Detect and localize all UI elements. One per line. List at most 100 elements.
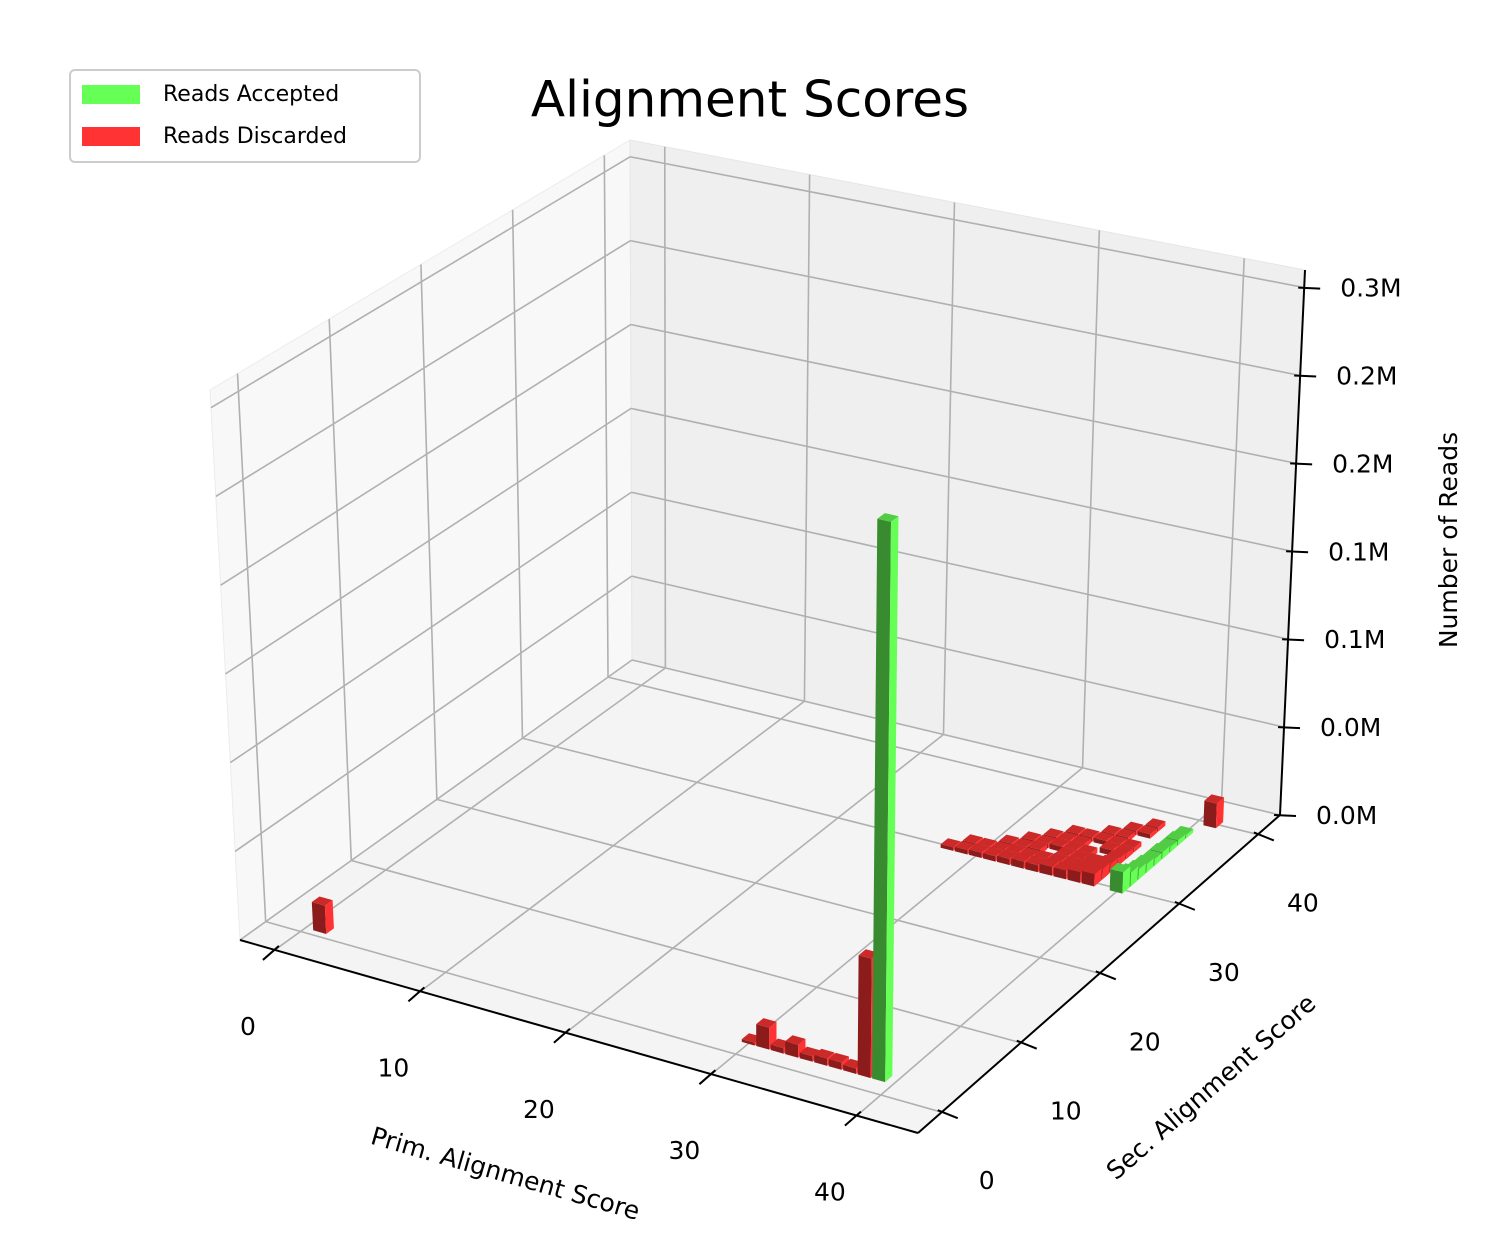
bar-top-face bbox=[799, 1046, 820, 1057]
bar-top-face bbox=[1204, 794, 1225, 804]
bar-top-face bbox=[968, 843, 989, 853]
y-tick-label: 20 bbox=[1129, 1027, 1161, 1056]
z-tick-label: 0.1M bbox=[1328, 537, 1389, 566]
legend-label: Reads Accepted bbox=[163, 82, 339, 107]
bar-side-face bbox=[1178, 834, 1186, 846]
x-tick bbox=[262, 945, 280, 961]
bar-top-face bbox=[991, 841, 1012, 851]
bar-front-face bbox=[814, 1054, 828, 1066]
bar-front-face bbox=[1093, 837, 1107, 846]
bar-top-face bbox=[983, 847, 1003, 857]
bar-front-face bbox=[799, 1052, 813, 1062]
legend-swatch bbox=[82, 127, 140, 146]
bar-top-face bbox=[1093, 831, 1114, 841]
bar-front-face bbox=[785, 1041, 799, 1058]
bar-top-face bbox=[977, 837, 997, 847]
z-tick-label: 0.0M bbox=[1316, 801, 1377, 830]
chart-title: Alignment Scores bbox=[531, 71, 969, 129]
bar bbox=[1109, 862, 1131, 894]
grid-line bbox=[663, 146, 667, 668]
bar-top-face bbox=[1063, 840, 1084, 851]
bar-top-face bbox=[1011, 852, 1032, 862]
bar-front-face bbox=[311, 902, 327, 934]
bar-top-face bbox=[877, 513, 899, 522]
bar-top-face bbox=[1137, 825, 1158, 835]
y-tick bbox=[1095, 970, 1117, 981]
y-tick bbox=[1174, 900, 1196, 911]
bar-side-face bbox=[1122, 866, 1131, 894]
bar-front-face bbox=[1011, 858, 1024, 869]
bar-top-face bbox=[1099, 841, 1120, 851]
bar-top-face bbox=[828, 1052, 849, 1063]
z-tick-label: 0.0M bbox=[1320, 713, 1381, 742]
grid-line bbox=[631, 659, 1281, 816]
bar-top-face bbox=[940, 838, 961, 848]
bar-top-face bbox=[1033, 850, 1054, 860]
legend: Reads Accepted Reads Discarded bbox=[69, 69, 421, 163]
bar bbox=[872, 513, 899, 1083]
grid-line bbox=[803, 174, 811, 702]
grid-line bbox=[328, 319, 353, 861]
bar-side-face bbox=[1154, 852, 1162, 867]
bar-top-face bbox=[1115, 828, 1136, 838]
bar-front-face bbox=[997, 855, 1010, 866]
bar-top-face bbox=[311, 896, 333, 906]
bar-top-face bbox=[1145, 818, 1166, 828]
bar-side-face bbox=[1146, 858, 1154, 873]
grid-line bbox=[220, 323, 632, 586]
bar-top-face bbox=[1121, 838, 1142, 848]
z-tick bbox=[1294, 374, 1317, 378]
bar-side-face bbox=[324, 900, 334, 934]
x-tick bbox=[698, 1069, 717, 1085]
bar-top-face bbox=[1025, 855, 1046, 866]
grid-line bbox=[630, 239, 1301, 377]
bar-side-face bbox=[1138, 863, 1146, 880]
x-tick-label: 20 bbox=[523, 1095, 555, 1124]
bar-front-face bbox=[1081, 870, 1095, 887]
y-axis-label: Sec. Alignment Score bbox=[1101, 988, 1321, 1185]
x-tick-label: 30 bbox=[668, 1136, 700, 1165]
grid-line bbox=[631, 575, 1285, 728]
grid-line bbox=[942, 202, 956, 735]
z-tick-label: 0.2M bbox=[1336, 361, 1397, 390]
bar-top-face bbox=[1067, 863, 1088, 873]
bar bbox=[311, 896, 334, 934]
z-tick bbox=[1282, 638, 1305, 642]
bar bbox=[1137, 825, 1158, 839]
grid-line bbox=[630, 323, 1297, 465]
x-axis bbox=[239, 939, 919, 1134]
z-axis-label: Number of Reads bbox=[1434, 432, 1463, 648]
bar-front-face bbox=[1025, 862, 1039, 873]
bar-front-face bbox=[968, 849, 982, 858]
bar-top-face bbox=[954, 840, 975, 851]
bar-front-face bbox=[982, 853, 996, 862]
bar-top-face bbox=[1053, 861, 1074, 871]
bar-top-face bbox=[1110, 862, 1131, 873]
bar-top-face bbox=[1055, 846, 1076, 857]
bar-top-face bbox=[1149, 842, 1170, 853]
bar-top-face bbox=[1035, 834, 1056, 844]
bar bbox=[1081, 864, 1102, 887]
bar-top-face bbox=[1077, 844, 1098, 854]
bar-side-face bbox=[1186, 828, 1194, 839]
bar-top-face bbox=[1079, 828, 1100, 838]
z-tick bbox=[1298, 286, 1321, 290]
x-tick bbox=[553, 1028, 571, 1044]
bar-front-face bbox=[1109, 869, 1124, 894]
grid-line bbox=[631, 491, 1289, 640]
bar-side-face bbox=[1126, 847, 1134, 860]
z-tick bbox=[1273, 814, 1297, 817]
legend-label: Reads Discarded bbox=[163, 124, 347, 149]
grid-line bbox=[420, 264, 438, 800]
bar-top-face bbox=[1021, 831, 1042, 841]
bar-side-face bbox=[1118, 852, 1126, 866]
bar-top-face bbox=[999, 834, 1020, 844]
bar-top-face bbox=[1165, 831, 1186, 841]
grid-line bbox=[234, 575, 633, 852]
bar-top-face bbox=[997, 849, 1018, 859]
x-tick-label: 10 bbox=[378, 1053, 410, 1082]
bar-side-face bbox=[1150, 828, 1158, 839]
grid-line bbox=[511, 209, 524, 739]
grid-line bbox=[210, 156, 631, 409]
grid-line bbox=[225, 407, 632, 675]
